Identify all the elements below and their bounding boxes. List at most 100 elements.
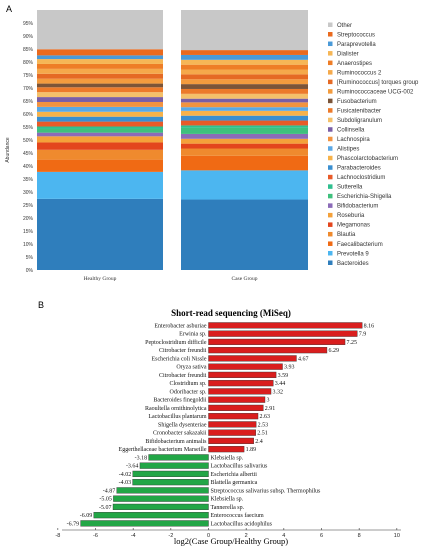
bar-category-label: Enterobacter asburiae xyxy=(154,323,206,329)
legend-label: Dialister xyxy=(337,51,359,57)
bar-value-label: -6.79 xyxy=(67,521,80,527)
y-axis-label: Abundance xyxy=(5,137,11,163)
fold-change-bar-row: Tannerella sp. -5.07 xyxy=(99,503,245,511)
y-tick-label: 40% xyxy=(23,164,34,170)
bar-category-label: Streptococcus salivarius subsp. Thermoph… xyxy=(211,488,322,494)
fold-change-bar-row: Cronobacter sakazakii 2.51 xyxy=(153,429,268,437)
legend-swatch xyxy=(328,51,333,56)
stack-segment xyxy=(37,142,163,150)
legend-item: [Ruminococcus] torques group xyxy=(328,79,419,86)
legend-item: Ruminococcus 2 xyxy=(328,70,382,76)
stack-segment xyxy=(181,133,308,139)
legend-item: Faecalibacterium xyxy=(328,241,383,248)
panel-a-stacked-abundance-chart: A 0% 5% 10% 15% 20% 25% 30% 35% 40% 45% 50% 55% 60% 6… xyxy=(5,4,419,282)
legend-label: Fusicatenibacter xyxy=(337,108,381,114)
legend-label: Bifidobacterium xyxy=(337,204,378,210)
stacked-bar-case-group xyxy=(181,10,308,270)
stacked-bar-healthy-group xyxy=(37,10,163,270)
legend-item: Lachnoclostridium xyxy=(328,174,385,181)
stack-segment xyxy=(181,102,308,108)
fold-change-bar-row: Citrobacter freundii 3.59 xyxy=(159,371,289,379)
legend-swatch xyxy=(328,184,333,189)
bar-category-label: Escherichia coli Nissle xyxy=(152,356,207,362)
stack-segment xyxy=(181,120,308,126)
legend-label: Megamonas xyxy=(337,223,370,229)
stack-segment xyxy=(37,106,163,112)
legend-swatch xyxy=(328,212,333,218)
stack-segment xyxy=(37,92,163,98)
fold-change-bar xyxy=(208,347,328,354)
bar-category-label: Odoribacter sp. xyxy=(170,389,207,395)
stack-segment xyxy=(181,127,308,134)
bar-value-label: 3.44 xyxy=(275,381,286,387)
bar-value-label: -4.02 xyxy=(119,472,132,478)
bar-value-label: 2.51 xyxy=(257,431,268,437)
panel-label-a: A xyxy=(6,4,12,14)
bar-value-label: 1.89 xyxy=(246,447,257,453)
stack-segment xyxy=(181,54,308,60)
bar-value-label: 2.53 xyxy=(258,422,269,428)
fold-change-bar-row: Bacteroides finegoldii 3 xyxy=(153,396,270,404)
fold-change-bar xyxy=(116,487,209,494)
x-tick-label: -2 xyxy=(168,533,173,539)
stack-segment xyxy=(181,170,308,200)
bar-category-label: Klebsiella sp. xyxy=(211,497,244,503)
stack-segment xyxy=(37,63,163,69)
stack-segment xyxy=(37,198,163,270)
legend-swatch xyxy=(328,241,333,246)
legend-item: Fusicatenibacter xyxy=(328,108,381,114)
stack-segment xyxy=(181,64,308,70)
legend-item: Ruminococcaceae UCG-002 xyxy=(328,89,414,95)
fold-change-bar xyxy=(208,437,254,445)
stack-segment xyxy=(181,107,308,111)
legend-swatch xyxy=(328,89,333,94)
legend-swatch xyxy=(328,231,333,237)
x-tick-label: 8 xyxy=(358,533,361,539)
legend-label: Faecalibacterium xyxy=(337,242,383,248)
x-category-label: Case Group xyxy=(231,276,257,282)
stack-segment xyxy=(181,115,308,121)
stack-segment xyxy=(37,49,163,56)
stack-segment xyxy=(37,128,163,133)
fold-change-bar xyxy=(208,355,297,362)
legend-swatch xyxy=(328,165,333,170)
stack-segment xyxy=(181,110,308,116)
legend-swatch xyxy=(328,98,333,104)
legend-item: Collinsella xyxy=(328,127,365,134)
stack-segment xyxy=(181,84,308,89)
stack-segment xyxy=(37,101,163,107)
legend-label: Bacteroides xyxy=(337,261,369,267)
bar-value-label: 3.59 xyxy=(278,373,289,379)
fold-change-bar xyxy=(112,503,209,511)
stack-segment xyxy=(181,125,308,128)
stack-segment xyxy=(181,98,308,103)
legend-label: Phascolarctobacterium xyxy=(337,156,398,162)
fold-change-bar-row: Eggerthellaceae bacterium Marseille 1.89 xyxy=(119,446,257,453)
legend-item: Prevotella 9 xyxy=(328,250,369,257)
chart-title: Short-read sequencing (MiSeq) xyxy=(171,308,291,318)
bar-value-label: -3.18 xyxy=(135,455,148,461)
fold-change-bar-row: Lactobacillus plantarum 2.63 xyxy=(148,413,270,420)
y-tick-label: 70% xyxy=(23,86,34,92)
bar-value-label: -5.07 xyxy=(99,505,112,511)
legend-label: Blautia xyxy=(337,232,356,238)
y-tick-label: 45% xyxy=(23,151,34,157)
x-axis: -8 -6 -4 -2 0 2 4 6 8 10 xyxy=(55,528,401,539)
y-tick-label: 75% xyxy=(23,73,34,79)
legend-item: Subdoligranulum xyxy=(328,117,382,124)
y-tick-label: 35% xyxy=(23,177,34,183)
stack-segment xyxy=(37,83,163,88)
fold-change-bar xyxy=(208,380,274,387)
fold-change-bar-row: Raoultella ornithinolytica 2.91 xyxy=(145,404,275,412)
fold-change-bar-row: Enterobacter asburiae 8.16 xyxy=(154,322,374,329)
legend-label: Alistipes xyxy=(337,147,359,153)
x-tick-label: 2 xyxy=(245,533,248,539)
legend-swatch xyxy=(328,70,333,75)
legend-item: Lachnospira xyxy=(328,136,370,143)
fold-change-bar xyxy=(93,512,209,519)
stack-segment xyxy=(181,148,308,156)
legend-swatch xyxy=(328,127,333,132)
legend-item: Other xyxy=(328,22,352,29)
bar-category-label: Lactobacillus plantarum xyxy=(148,414,206,420)
